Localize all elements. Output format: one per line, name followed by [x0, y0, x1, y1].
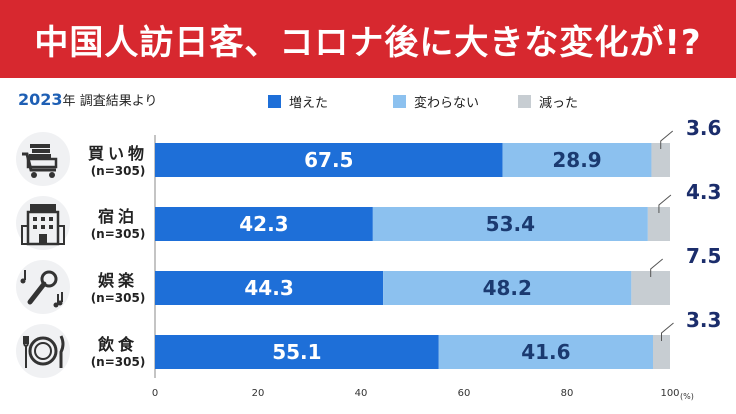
bar-segment-unchanged	[438, 335, 654, 369]
data-label: 67.5	[304, 148, 353, 172]
legend-swatch-increased	[268, 95, 281, 108]
category-label: 宿泊	[97, 207, 138, 226]
category-label: 買い物	[87, 144, 148, 163]
data-label-callout: 4.3	[686, 180, 721, 204]
sample-size-label: (n=305)	[90, 291, 146, 305]
sample-size-label: (n=305)	[90, 164, 146, 178]
bar-segment-unchanged	[372, 207, 648, 241]
x-tick-label: 20	[252, 388, 265, 399]
data-label: 53.4	[486, 212, 535, 236]
callout-leader	[658, 194, 672, 213]
sample-size-label: (n=305)	[90, 355, 146, 369]
source-text: 調査結果より	[79, 94, 158, 109]
legend-label-unchanged: 変わらない	[414, 96, 480, 111]
callout-leader	[660, 130, 674, 149]
bar-segment-decreased	[651, 143, 670, 177]
shopping-cart-icon	[16, 132, 70, 186]
hotel-icon	[16, 196, 70, 250]
row-label-dining: 飲食 (n=305)	[80, 331, 156, 369]
x-unit-label: (%)	[680, 392, 694, 401]
bar-segment-unchanged	[383, 271, 632, 305]
data-label: 48.2	[483, 276, 532, 300]
data-label: 44.3	[244, 276, 293, 300]
bar-segment-unchanged	[502, 143, 652, 177]
title-banner: 中国人訪日客、コロナ後に大きな変化が!?	[0, 0, 736, 78]
bar-segment-increased	[155, 207, 373, 241]
callout-leader	[650, 258, 664, 277]
bar-segment-increased	[155, 335, 439, 369]
source-year: 2023	[18, 90, 63, 109]
legend-item-decreased: 減った	[518, 92, 643, 111]
category-label: 娯楽	[97, 271, 138, 290]
microphone-music-icon	[16, 260, 70, 314]
data-label: 42.3	[239, 212, 288, 236]
legend-swatch-unchanged	[393, 95, 406, 108]
bar-segment-increased	[155, 143, 503, 177]
bar-segment-increased	[155, 271, 384, 305]
data-label: 55.1	[272, 340, 321, 364]
bar-segment-decreased	[653, 335, 670, 369]
legend-label-decreased: 減った	[539, 96, 579, 111]
data-label: 28.9	[552, 148, 601, 172]
row-label-lodging: 宿泊 (n=305)	[80, 203, 156, 241]
legend-item-increased: 増えた	[268, 92, 393, 111]
x-tick-label: 80	[561, 388, 574, 399]
data-label-callout: 3.6	[686, 116, 721, 140]
x-tick-label: 100	[660, 388, 679, 399]
sample-size-label: (n=305)	[90, 227, 146, 241]
legend-swatch-decreased	[518, 95, 531, 108]
row-label-shopping: 買い物 (n=305)	[80, 140, 156, 178]
category-label: 飲食	[97, 335, 138, 354]
data-label: 41.6	[521, 340, 570, 364]
plate-utensils-icon	[16, 324, 70, 378]
row-label-entertainment: 娯楽 (n=305)	[80, 267, 156, 305]
bar-segment-decreased	[647, 207, 670, 241]
x-tick-label: 60	[458, 388, 471, 399]
source-note: 2023年 調査結果より	[18, 90, 157, 109]
legend-item-unchanged: 変わらない	[393, 92, 518, 111]
callout-leader	[661, 322, 674, 341]
page-title: 中国人訪日客、コロナ後に大きな変化が!?	[34, 22, 702, 63]
data-label-callout: 3.3	[686, 308, 721, 332]
legend-label-increased: 増えた	[289, 96, 329, 111]
x-tick-label: 0	[152, 388, 158, 399]
x-tick-label: 40	[355, 388, 368, 399]
source-year-suffix: 年	[62, 94, 76, 109]
data-label-callout: 7.5	[686, 244, 721, 268]
legend: 増えた 変わらない 減った	[268, 92, 643, 111]
